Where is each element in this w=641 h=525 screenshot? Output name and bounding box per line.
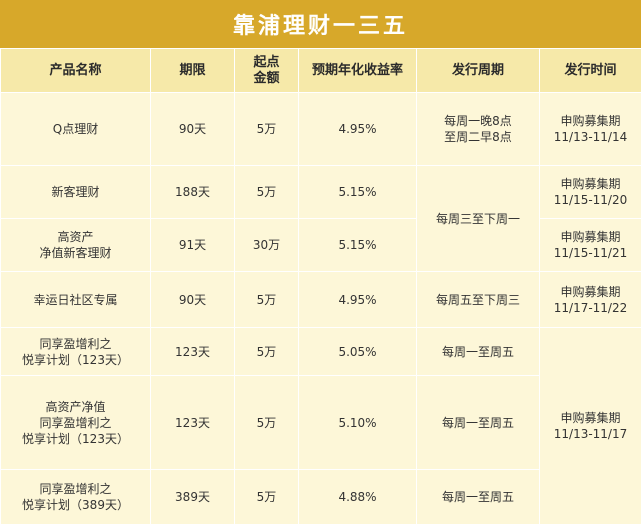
product-term: 90天: [151, 93, 235, 166]
issue-time: 申购募集期 11/15-11/20: [540, 166, 641, 219]
product-name: 幸运日社区专属: [1, 272, 151, 328]
product-rate: 4.95%: [299, 93, 417, 166]
product-rate: 4.88%: [299, 470, 417, 525]
issue-cycle: 每周一晚8点 至周二早8点: [417, 93, 540, 166]
issue-cycle: 每周三至下周一: [417, 166, 540, 272]
column-header-name: 产品名称: [1, 49, 151, 93]
table-row: 新客理财 188天 5万 5.15% 每周三至下周一 申购募集期 11/15-1…: [1, 166, 641, 219]
product-min-amount: 5万: [235, 166, 299, 219]
issue-cycle: 每周一至周五: [417, 328, 540, 376]
product-name: Q点理财: [1, 93, 151, 166]
product-min-amount: 5万: [235, 272, 299, 328]
product-rate: 5.05%: [299, 328, 417, 376]
issue-cycle: 每周五至下周三: [417, 272, 540, 328]
product-rate: 5.10%: [299, 376, 417, 470]
page-title: 靠浦理财一三五: [0, 0, 641, 48]
product-min-amount: 5万: [235, 93, 299, 166]
product-term: 123天: [151, 376, 235, 470]
table-row: 幸运日社区专属 90天 5万 4.95% 每周五至下周三 申购募集期 11/17…: [1, 272, 641, 328]
issue-cycle: 每周一至周五: [417, 376, 540, 470]
table-row: 高资产 净值新客理财 91天 30万 5.15% 申购募集期 11/15-11/…: [1, 219, 641, 272]
product-term: 188天: [151, 166, 235, 219]
product-name: 高资产 净值新客理财: [1, 219, 151, 272]
product-name: 高资产净值 同享盈增利之 悦享计划（123天）: [1, 376, 151, 470]
product-rate: 4.95%: [299, 272, 417, 328]
product-min-amount: 5万: [235, 328, 299, 376]
product-min-amount: 30万: [235, 219, 299, 272]
product-term: 123天: [151, 328, 235, 376]
table-row: 同享盈增利之 悦享计划（123天） 123天 5万 5.05% 每周一至周五 申…: [1, 328, 641, 376]
issue-time: 申购募集期 11/13-11/14: [540, 93, 641, 166]
product-term: 91天: [151, 219, 235, 272]
issue-time: 申购募集期 11/13-11/17: [540, 328, 641, 525]
issue-cycle: 每周一至周五: [417, 470, 540, 525]
column-header-time: 发行时间: [540, 49, 641, 93]
column-header-cycle: 发行周期: [417, 49, 540, 93]
product-rate: 5.15%: [299, 166, 417, 219]
product-table: 产品名称 期限 起点 金额 预期年化收益率 发行周期 发行时间 Q点理财 90天…: [0, 48, 641, 525]
column-header-rate: 预期年化收益率: [299, 49, 417, 93]
column-header-min-amount: 起点 金额: [235, 49, 299, 93]
product-name: 同享盈增利之 悦享计划（123天）: [1, 328, 151, 376]
issue-time: 申购募集期 11/15-11/21: [540, 219, 641, 272]
product-term: 389天: [151, 470, 235, 525]
table-row: Q点理财 90天 5万 4.95% 每周一晚8点 至周二早8点 申购募集期 11…: [1, 93, 641, 166]
issue-time: 申购募集期 11/17-11/22: [540, 272, 641, 328]
product-term: 90天: [151, 272, 235, 328]
product-rate: 5.15%: [299, 219, 417, 272]
product-min-amount: 5万: [235, 470, 299, 525]
column-header-term: 期限: [151, 49, 235, 93]
product-name: 同享盈增利之 悦享计划（389天）: [1, 470, 151, 525]
product-name: 新客理财: [1, 166, 151, 219]
product-min-amount: 5万: [235, 376, 299, 470]
table-header-row: 产品名称 期限 起点 金额 预期年化收益率 发行周期 发行时间: [1, 49, 641, 93]
